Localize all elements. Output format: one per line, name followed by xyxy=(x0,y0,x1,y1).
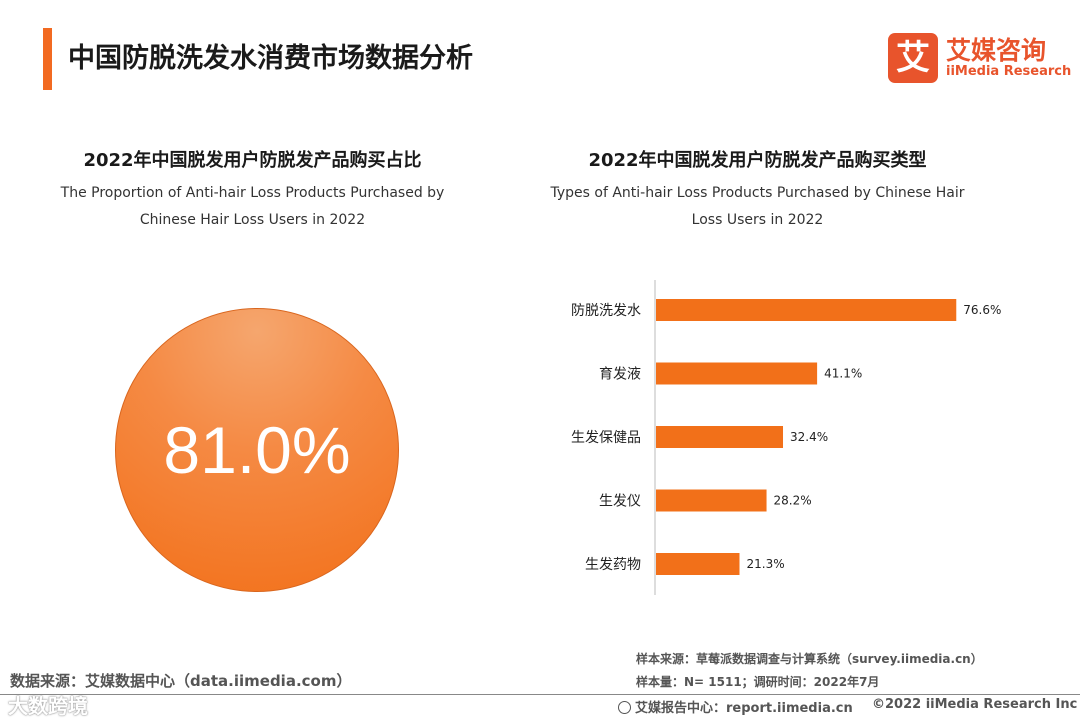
bar-value-label: 76.6% xyxy=(963,303,1001,317)
bar-value-label: 32.4% xyxy=(790,430,828,444)
bar-category-label: 生发仪 xyxy=(599,494,641,510)
bar-chart: 防脱洗发水 76.6% 育发液 41.1% 生发保健品 32.4% 生发仪 28.2% 生发药物… xyxy=(571,280,1001,595)
globe-icon xyxy=(618,701,631,714)
bar-4 xyxy=(656,553,740,575)
copyright: ©2022 iiMedia Research Inc xyxy=(872,697,1078,712)
right-chart-title-en-2: Loss Users in 2022 xyxy=(691,212,824,228)
title-accent-bar xyxy=(43,28,52,90)
left-chart-title-cn: 2022年中国脱发用户防脱发产品购买占比 xyxy=(83,150,422,171)
footer-divider xyxy=(0,694,1080,695)
bar-value-label: 21.3% xyxy=(746,557,784,571)
sample-source: 样本来源：草莓派数据调查与计算系统（survey.iimedia.cn） xyxy=(636,652,983,666)
data-source: 数据来源：艾媒数据中心（data.iimedia.com） xyxy=(10,672,352,690)
bar-category-label: 生发保健品 xyxy=(571,430,641,446)
left-chart-title-en-2: Chinese Hair Loss Users in 2022 xyxy=(139,212,366,228)
bar-value-label: 41.1% xyxy=(824,367,862,381)
pie-value-label: 81.0% xyxy=(163,413,351,487)
bar-category-label: 育发液 xyxy=(599,367,641,383)
bar-2 xyxy=(656,426,784,448)
logo-mark-icon: 艾 xyxy=(888,33,938,83)
page-title: 中国防脱洗发水消费市场数据分析 xyxy=(68,43,473,74)
left-chart-title-en-1: The Proportion of Anti-hair Loss Product… xyxy=(60,185,445,201)
report-center-text: 艾媒报告中心：report.iimedia.cn xyxy=(635,701,853,716)
brand-logo: 艾 艾媒咨询 iiMedia Research xyxy=(888,33,1071,85)
logo-text-cn: 艾媒咨询 xyxy=(946,36,1047,65)
report-center-link[interactable]: 艾媒报告中心：report.iimedia.cn xyxy=(618,697,853,716)
bar-3 xyxy=(656,489,767,512)
logo-text-en: iiMedia Research xyxy=(946,64,1072,79)
right-chart-heading: 2022年中国脱发用户防脱发产品购买类型 Types of Anti-hair … xyxy=(540,146,975,234)
right-chart-title-cn: 2022年中国脱发用户防脱发产品购买类型 xyxy=(588,150,927,171)
pie-chart: 81.0% xyxy=(115,308,405,598)
bar-1 xyxy=(656,362,818,385)
sample-size: 样本量：N= 1511；调研时间：2022年7月 xyxy=(636,675,880,689)
pie-slice xyxy=(115,308,399,592)
bar-category-label: 防脱洗发水 xyxy=(571,303,641,319)
bar-0 xyxy=(656,299,957,321)
bar-category-label: 生发药物 xyxy=(585,557,641,573)
bar-value-label: 28.2% xyxy=(774,494,812,508)
left-chart-heading: 2022年中国脱发用户防脱发产品购买占比 The Proportion of A… xyxy=(40,146,465,234)
watermark: 大数跨境 xyxy=(8,694,88,718)
right-chart-title-en-1: Types of Anti-hair Loss Products Purchas… xyxy=(550,185,965,201)
